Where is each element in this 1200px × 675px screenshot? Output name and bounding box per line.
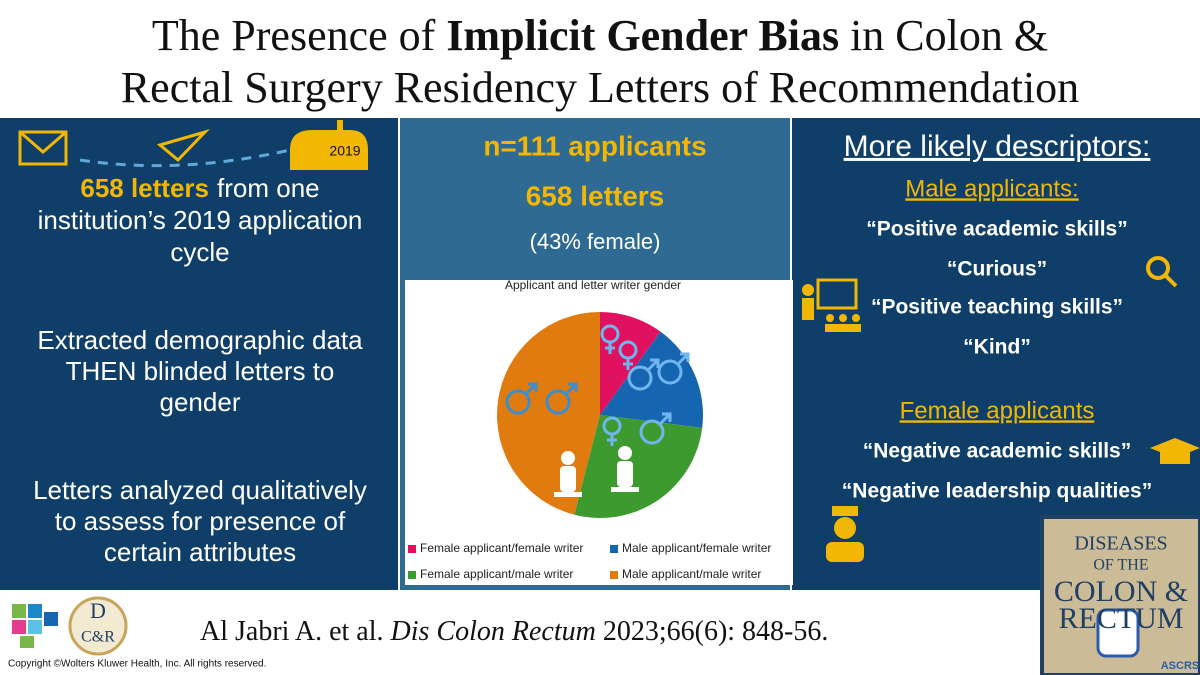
left-item-line: 658 letters from one [80,173,319,203]
journal-text: OF THE [1093,557,1148,574]
dcr-text: D [90,598,106,623]
dcr-text: C&R [81,629,115,646]
symbol-ring [627,365,653,391]
left-item-line: cycle [170,237,229,267]
descriptor: “Negative academic skills” [863,440,1131,463]
person-icon [554,451,582,497]
journal-society: ASCRS [1161,660,1200,672]
applicants: n=111 applicants [483,130,706,161]
head [618,446,632,460]
journal-logo-icon [1096,608,1140,658]
right-panel [792,118,1200,590]
right-heading: More likely descriptors: [844,130,1151,163]
symbol-ring [545,389,571,415]
journal-text: DISEASES [1074,533,1167,555]
left-item-line: certain attributes [104,537,296,567]
gender-symbol [627,358,660,391]
mailbox-year: 2019 [329,143,360,159]
gender-symbol [545,382,578,415]
descriptor: “Positive teaching skills” [871,296,1123,319]
teacher-icon [802,278,861,332]
left-item-line: gender [160,387,241,417]
legend-swatch [610,571,618,579]
left-item-line: Extracted demographic data [37,325,363,355]
male-heading: Male applicants: [905,175,1078,202]
citation-part: Al Jabri A. et al. [200,616,391,647]
pie-slice [497,312,600,515]
left-item-line: institution’s 2019 application [38,205,363,235]
symbol-arrow [676,352,690,366]
female-share: (43% female) [530,229,661,254]
symbol-ring [639,419,665,445]
descriptor: “Curious” [947,258,1047,281]
legend-label: Female applicant/male writer [420,567,573,581]
citation: Al Jabri A. et al. Dis Colon Rectum 2023… [200,616,828,647]
journal-text: COLON & [1054,575,1188,608]
left-item-line: to assess for presence of [55,506,346,536]
copyright: Copyright ©Wolters Kluwer Health, Inc. A… [8,659,266,670]
female-heading: Female applicants [900,397,1095,424]
legend-swatch [610,545,618,553]
body [617,461,633,487]
text: from one [217,173,320,203]
chair [554,492,582,497]
plane-icon [156,129,210,163]
title-part: The Presence of [152,11,446,60]
citation-part: Dis Colon Rectum [390,616,596,647]
title-part: Rectal Surgery Residency Letters of Reco… [121,63,1079,112]
symbol-cross [605,342,615,354]
legend-swatch [408,545,416,553]
gender-symbol [505,382,538,415]
symbol-cross [607,434,617,446]
journal-text: RECTUM [1058,602,1183,635]
symbol-arrow [658,412,672,426]
legend-label: Male applicant/female writer [622,541,771,555]
legend-swatch [408,571,416,579]
citation-part: 2023;66(6): 848-56. [596,616,829,647]
envelope-icon [18,130,68,166]
body [560,466,576,492]
gender-symbol [657,352,690,385]
symbol-cross [623,358,633,370]
mailbox-icon [290,120,368,170]
wk-logo [12,604,58,648]
captain-icon [826,506,864,562]
chair [611,487,639,492]
legend-label: Male applicant/male writer [622,567,761,581]
dashed-path [79,148,291,168]
title-line: Rectal Surgery Residency Letters of Reco… [121,63,1079,112]
symbol-arrow [564,382,578,396]
letters: 658 letters [526,180,665,211]
descriptor: “Kind” [963,336,1031,359]
left-item-line: Letters analyzed qualitatively [33,475,367,505]
descriptor: “Positive academic skills” [866,218,1127,241]
left-panel [0,118,398,590]
symbol-arrow [646,358,660,372]
symbol-ring [505,389,531,415]
gender-symbol [639,412,672,445]
descriptor: “Negative leadership qualities” [842,480,1152,503]
chart-title: Applicant and letter writer gender [505,278,681,292]
title-part: Implicit Gender Bias [446,11,839,60]
pie-slice [574,415,703,518]
person-icon [611,446,639,492]
gender-symbol [600,324,620,354]
title-part: in Colon & [839,11,1048,60]
title-line: The Presence of Implicit Gender Bias in … [152,11,1048,60]
graduation-cap-icon [1150,438,1200,464]
gender-symbol [618,340,638,370]
head [561,451,575,465]
magnifier-icon [1146,256,1178,288]
legend-label: Female applicant/female writer [420,541,583,555]
highlight: 658 letters [80,173,209,203]
gender-symbol [602,416,622,446]
left-item-line: THEN blinded letters to [66,356,335,386]
symbol-arrow [524,382,538,396]
dcr-logo [68,596,128,656]
symbol-ring [657,359,683,385]
